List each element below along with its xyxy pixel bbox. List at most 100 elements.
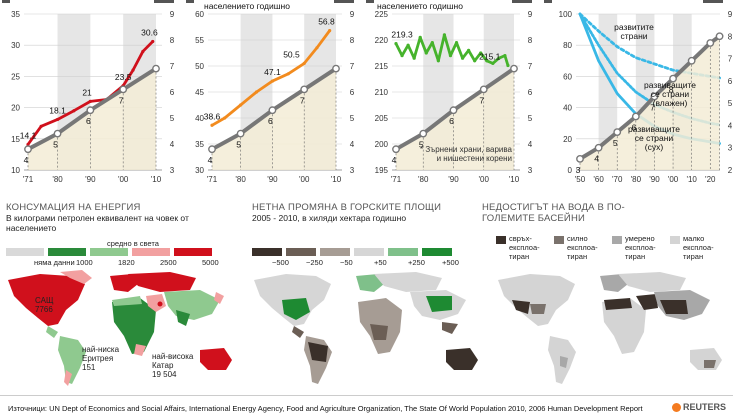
series-point — [436, 59, 440, 63]
right-tick-label: 9 — [350, 10, 355, 19]
population-label: 3 — [576, 165, 581, 175]
series-point — [448, 54, 453, 58]
population-label: 4 — [208, 155, 213, 165]
source-note: Източници: UN Dept of Economics and Soci… — [8, 404, 643, 413]
right-tick-label: 4 — [528, 140, 533, 149]
series-point — [412, 56, 416, 60]
food-trend-chart: 195 200 205 210 215 220 225 3 4 5 6 7 8 9 '71 '80 '90 '00… — [366, 0, 533, 184]
left-tick-label: 100 — [559, 10, 573, 19]
right-tick-label: 8 — [728, 32, 733, 41]
population-label: 7 — [300, 95, 305, 105]
left-tick-label: 40 — [195, 114, 204, 123]
legend-swatch — [48, 248, 86, 256]
population-point — [631, 112, 640, 121]
legend-swatch — [422, 248, 452, 256]
series-point — [394, 42, 398, 46]
series-point — [72, 109, 76, 113]
right-tick-label: 9 — [170, 10, 175, 19]
energy-world-map — [8, 270, 232, 386]
left-tick-label: 60 — [195, 10, 204, 19]
x-tick-label: '80 — [418, 175, 429, 184]
series-name: развиващите — [628, 124, 680, 134]
population-label: 8 — [669, 85, 674, 95]
x-tick-label: '10 — [509, 175, 520, 184]
water-trend-chart: 0 20 40 60 80 100 2 3 4 5 6 7 8 9 '50 '60 '70 '80 '90 '00 '1… — [544, 0, 733, 184]
series-point — [302, 61, 306, 65]
left-tick-label: 20 — [563, 135, 572, 144]
right-tick-label: 5 — [350, 114, 355, 123]
legend-swatch — [6, 248, 44, 256]
x-tick-label: '60 — [593, 175, 604, 184]
data-label: 50.5 — [283, 49, 300, 59]
x-tick-label: '20 — [705, 175, 716, 184]
x-tick-label: '71 — [391, 175, 402, 184]
series-name: развиващите — [644, 80, 696, 90]
population-point — [449, 106, 458, 115]
top-marker — [154, 0, 174, 3]
left-tick-label: 55 — [195, 36, 204, 45]
right-tick-label: 3 — [350, 166, 355, 175]
data-label: 18.1 — [49, 105, 66, 115]
series-point — [473, 59, 477, 63]
right-tick-label: 4 — [170, 140, 175, 149]
energy-usa-label: САЩ 7766 — [35, 296, 54, 314]
series-point — [239, 103, 243, 107]
x-tick-label: '90 — [267, 175, 278, 184]
left-tick-label: 15 — [11, 135, 20, 144]
energy-avg-label: средно в света — [107, 239, 159, 248]
data-label: 219.3 — [391, 30, 413, 40]
right-tick-label: 6 — [350, 88, 355, 97]
x-tick-label: '90 — [448, 175, 459, 184]
legend-swatch — [320, 248, 350, 256]
data-label: 23.5 — [115, 72, 132, 82]
forest-trend-chart: 303540455055603456789'71'80'90'00'104567… — [186, 0, 355, 184]
right-tick-label: 5 — [170, 114, 175, 123]
right-tick-label: 7 — [170, 62, 175, 71]
legend-swatch — [132, 248, 170, 256]
left-tick-label: 30 — [195, 166, 204, 175]
water-title: НЕДОСТИГЪТ НА ВОДА В ПО-ГОЛЕМИТЕ БАСЕЙНИ — [482, 202, 625, 224]
top-marker — [334, 0, 354, 3]
population-label: 5 — [236, 140, 241, 150]
legend-label: +500 — [442, 258, 459, 267]
series-point — [151, 39, 155, 44]
energy-eritrea-label: най-ниска Еритрея 151 — [82, 345, 120, 372]
population-label: 5 — [53, 140, 58, 150]
x-tick-label: '00 — [668, 175, 679, 184]
x-tick-label: '71 — [207, 175, 218, 184]
left-tick-label: 35 — [195, 140, 204, 149]
x-tick-label: '10 — [151, 175, 162, 184]
right-tick-label: 7 — [528, 62, 533, 71]
series-point — [55, 117, 60, 122]
left-tick-label: 0 — [568, 166, 573, 175]
legend-label: умерено експлоа- тиран — [625, 234, 656, 261]
population-label: 6 — [631, 123, 636, 133]
right-tick-label: 8 — [350, 36, 355, 45]
legend-swatch — [612, 236, 622, 244]
x-tick-label: '50 — [575, 175, 586, 184]
series-point — [39, 124, 43, 128]
series-point — [210, 123, 214, 127]
right-tick-label: 7 — [728, 55, 733, 64]
x-tick-label: '70 — [612, 175, 623, 184]
left-tick-label: 50 — [195, 62, 204, 71]
left-tick-label: 25 — [11, 72, 20, 81]
left-tick-label: 205 — [375, 114, 389, 123]
population-point — [332, 64, 340, 73]
legend-label: 1820 — [118, 258, 135, 267]
population-point — [669, 74, 677, 83]
energy-title: КОНСУМАЦИЯ НА ЕНЕРГИЯ — [6, 202, 141, 213]
population-point — [392, 145, 400, 154]
population-point — [236, 129, 245, 138]
legend-swatch — [496, 236, 506, 244]
legend-label: свръх- експлоа- тиран — [509, 234, 540, 261]
legend-label: −50 — [340, 258, 353, 267]
population-label: 7 — [479, 95, 484, 105]
reuters-brand: REUTERS — [683, 402, 727, 412]
population-label: 4 — [594, 154, 599, 164]
left-tick-label: 210 — [375, 88, 389, 97]
x-tick-label: '90 — [85, 175, 96, 184]
right-tick-label: 5 — [728, 99, 733, 108]
legend-label: няма данни — [34, 258, 75, 267]
header-note-green: населението годишно — [377, 1, 463, 11]
